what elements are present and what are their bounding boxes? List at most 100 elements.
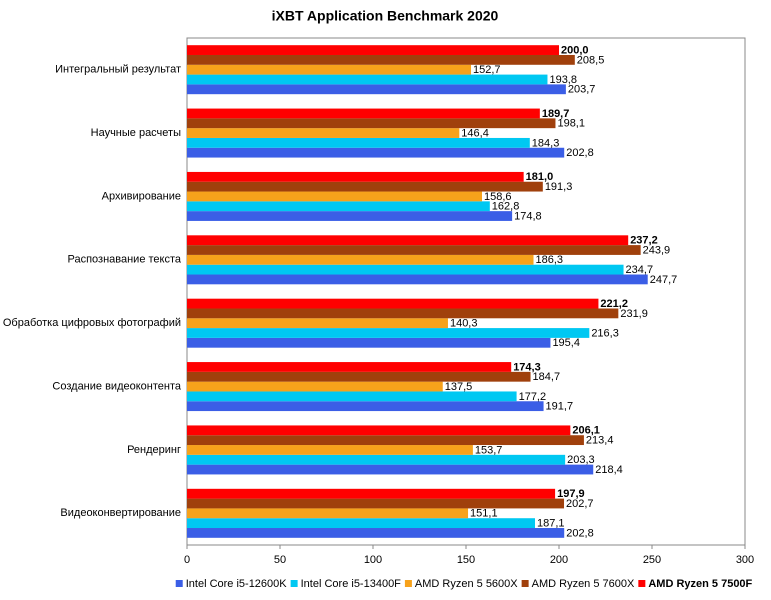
- label-bg: [641, 245, 672, 255]
- bar: [187, 362, 512, 372]
- label-bg: [575, 55, 606, 65]
- legend-swatch: [521, 580, 529, 587]
- label-bg: [472, 65, 502, 75]
- bar: [187, 308, 619, 319]
- bar: [187, 254, 534, 265]
- label-bg: [536, 518, 566, 528]
- label-bg: [629, 235, 659, 245]
- legend-label: Intel Core i5-13400F: [301, 578, 402, 590]
- x-tick-label: 300: [736, 554, 754, 566]
- value-label: 181,0: [526, 171, 554, 183]
- value-label: 243,9: [643, 244, 671, 256]
- value-label: 137,5: [445, 381, 473, 393]
- label-bg: [551, 338, 581, 348]
- label-bg: [565, 499, 595, 508]
- value-label: 221,2: [600, 298, 628, 310]
- label-bg: [571, 425, 601, 435]
- value-label: 191,7: [546, 401, 574, 413]
- value-label: 174,3: [513, 361, 541, 373]
- label-bg: [544, 401, 575, 411]
- bar: [187, 235, 629, 246]
- legend-label: AMD Ryzen 5 7600X: [532, 578, 635, 590]
- value-label: 197,9: [557, 488, 585, 500]
- bar: [187, 337, 551, 348]
- bar: [187, 84, 566, 95]
- bar: [187, 298, 599, 309]
- value-label: 203,3: [567, 454, 595, 466]
- value-label: 146,4: [461, 127, 489, 139]
- label-bg: [469, 508, 499, 518]
- bar: [187, 201, 490, 212]
- bar: [187, 445, 473, 455]
- label-bg: [543, 182, 574, 192]
- value-label: 184,7: [533, 371, 561, 383]
- bar: [187, 371, 531, 382]
- value-label: 202,7: [566, 498, 594, 510]
- bar: [187, 528, 565, 538]
- label-bg: [624, 265, 655, 275]
- label-bg: [524, 172, 555, 182]
- label-bg: [517, 391, 548, 401]
- label-bg: [473, 445, 504, 455]
- label-bg: [482, 192, 513, 201]
- label-bg: [548, 75, 578, 84]
- label-bg: [530, 138, 561, 148]
- bar: [187, 328, 590, 338]
- legend-swatch: [175, 580, 183, 587]
- bar: [187, 508, 469, 519]
- bar: [187, 518, 536, 529]
- category-label: Архивирование: [102, 190, 181, 202]
- bar: [187, 45, 559, 55]
- value-label: 140,3: [450, 318, 478, 330]
- label-bg: [448, 318, 479, 328]
- value-label: 206,1: [572, 425, 600, 437]
- value-label: 191,3: [545, 181, 573, 193]
- value-label: 231,9: [620, 308, 648, 320]
- label-bg: [566, 84, 597, 94]
- value-label: 203,7: [568, 84, 596, 96]
- chart-title: iXBT Application Benchmark 2020: [272, 8, 499, 24]
- bar: [187, 245, 641, 255]
- label-bg: [512, 362, 542, 372]
- value-label: 208,5: [577, 54, 605, 66]
- category-label: Научные расчеты: [91, 127, 181, 139]
- label-bg: [556, 489, 586, 499]
- bar: [187, 488, 556, 499]
- value-label: 213,4: [586, 435, 614, 447]
- value-label: 200,0: [561, 44, 589, 56]
- label-bg: [594, 465, 624, 474]
- bar: [187, 274, 648, 285]
- value-label: 158,6: [484, 191, 512, 203]
- label-bg: [566, 455, 596, 465]
- bar: [187, 128, 460, 138]
- category-label: Интегральный результат: [55, 64, 181, 76]
- label-bg: [531, 372, 562, 382]
- label-bg: [619, 308, 649, 318]
- label-bg: [490, 201, 521, 211]
- bar: [187, 391, 517, 402]
- legend-label: AMD Ryzen 5 5600X: [415, 578, 518, 590]
- value-label: 189,7: [542, 108, 570, 120]
- value-label: 152,7: [473, 64, 501, 76]
- value-label: 151,1: [470, 508, 498, 520]
- value-label: 202,8: [566, 527, 594, 539]
- value-label: 193,8: [549, 74, 577, 86]
- bar: [187, 137, 530, 148]
- label-bg: [599, 299, 629, 308]
- bar: [187, 147, 565, 158]
- category-label: Рендеринг: [127, 444, 181, 456]
- bar: [187, 498, 565, 509]
- bar: [187, 381, 443, 392]
- value-label: 184,3: [532, 137, 560, 149]
- bar: [187, 118, 556, 129]
- value-label: 195,4: [552, 337, 580, 349]
- x-tick-label: 0: [184, 554, 190, 566]
- bar: [187, 318, 448, 329]
- legend-swatch: [290, 580, 298, 587]
- value-label: 177,2: [519, 391, 547, 403]
- bar: [187, 425, 571, 436]
- bar: [187, 435, 584, 446]
- bar: [187, 454, 566, 465]
- label-bg: [584, 435, 615, 445]
- bar: [187, 108, 540, 119]
